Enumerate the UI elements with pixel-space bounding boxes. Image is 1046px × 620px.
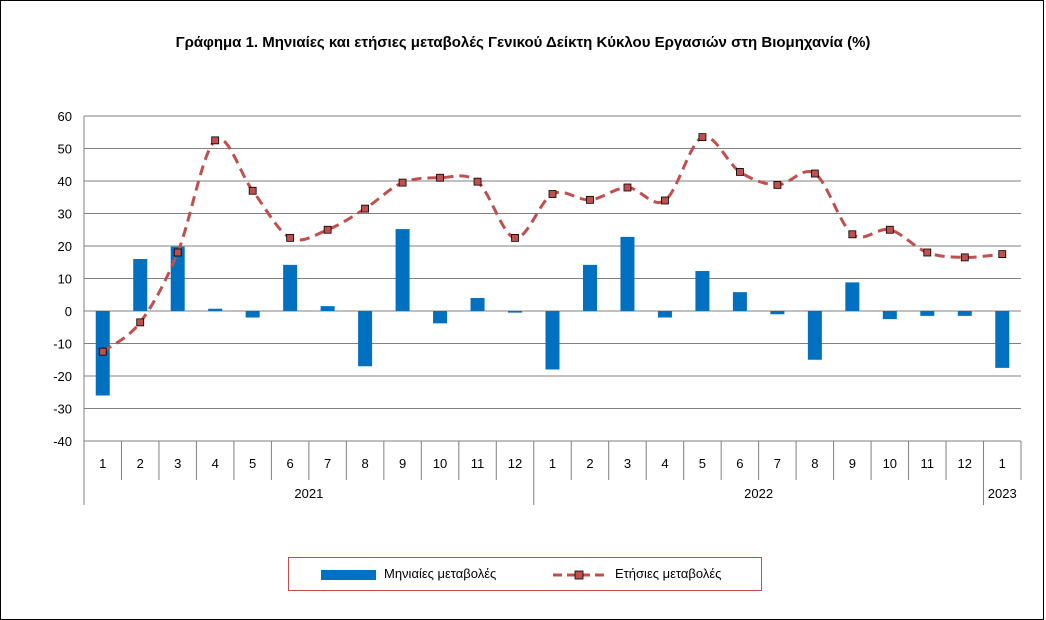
point-annual bbox=[436, 173, 444, 182]
x-tick-label: 8 bbox=[361, 456, 368, 471]
y-tick-label: 20 bbox=[58, 239, 72, 254]
point-annual bbox=[361, 204, 370, 213]
point-annual bbox=[286, 233, 295, 242]
x-tick-label: 12 bbox=[958, 456, 972, 471]
point-annual bbox=[586, 195, 594, 204]
bar-monthly bbox=[433, 311, 448, 324]
legend-label-annual: Ετήσιες μεταβολές bbox=[615, 566, 722, 581]
x-tick-label: 9 bbox=[849, 456, 856, 471]
x-tick-label: 1 bbox=[99, 456, 106, 471]
point-annual bbox=[623, 183, 632, 192]
x-tick-label: 1 bbox=[999, 456, 1006, 471]
x-tick-label: 10 bbox=[883, 456, 897, 471]
y-tick-label: -10 bbox=[53, 337, 72, 352]
point-annual bbox=[248, 186, 257, 195]
point-annual bbox=[211, 136, 220, 145]
bar-monthly bbox=[245, 311, 260, 318]
x-tick-label: 5 bbox=[249, 456, 256, 471]
bar-monthly bbox=[283, 264, 298, 311]
group-label: 2022 bbox=[744, 486, 773, 501]
y-tick-label: -40 bbox=[53, 434, 72, 449]
point-annual bbox=[173, 248, 182, 257]
bar-monthly bbox=[395, 229, 410, 311]
point-annual bbox=[661, 196, 669, 205]
x-tick-label: 12 bbox=[508, 456, 522, 471]
bar-monthly bbox=[582, 264, 597, 311]
group-label: 2023 bbox=[988, 486, 1017, 501]
bar-monthly bbox=[882, 311, 897, 320]
y-tick-label: -20 bbox=[53, 369, 72, 384]
point-annual bbox=[511, 233, 519, 242]
point-annual bbox=[736, 167, 744, 176]
group-label: 2021 bbox=[294, 486, 323, 501]
bar-monthly bbox=[320, 306, 335, 311]
point-annual bbox=[323, 225, 332, 234]
y-tick-label: 30 bbox=[58, 207, 72, 222]
bar-monthly bbox=[657, 311, 672, 318]
x-tick-label: 4 bbox=[212, 456, 219, 471]
bar-monthly bbox=[508, 311, 523, 313]
legend-item-annual: Ετήσιες μεταβολές bbox=[551, 558, 721, 590]
point-annual bbox=[885, 225, 894, 234]
bar-monthly bbox=[732, 292, 747, 311]
bar-monthly bbox=[133, 259, 148, 311]
x-tick-label: 9 bbox=[399, 456, 406, 471]
y-tick-label: 40 bbox=[58, 174, 72, 189]
bar-monthly bbox=[208, 308, 223, 311]
x-tick-label: 7 bbox=[774, 456, 781, 471]
point-annual bbox=[773, 180, 782, 189]
bar-monthly bbox=[770, 311, 785, 315]
line-annual bbox=[101, 135, 1003, 353]
x-tick-label: 5 bbox=[699, 456, 706, 471]
y-tick-label: 10 bbox=[58, 272, 72, 287]
x-tick-label: 3 bbox=[174, 456, 181, 471]
point-annual bbox=[398, 178, 407, 187]
bar-monthly bbox=[957, 311, 972, 316]
point-annual bbox=[998, 250, 1007, 259]
x-tick-label: 10 bbox=[433, 456, 447, 471]
bar-monthly bbox=[845, 282, 860, 311]
legend-item-monthly: Μηνιαίες μεταβολές bbox=[321, 558, 496, 590]
point-annual bbox=[548, 190, 557, 198]
point-annual bbox=[810, 169, 819, 178]
legend-bar-swatch bbox=[321, 569, 376, 580]
y-tick-label: 0 bbox=[65, 304, 72, 319]
x-tick-label: 3 bbox=[624, 456, 631, 471]
bar-monthly bbox=[695, 271, 710, 311]
x-tick-label: 11 bbox=[471, 456, 485, 471]
x-tick-label: 11 bbox=[921, 456, 935, 471]
x-tick-label: 8 bbox=[811, 456, 818, 471]
x-tick-label: 6 bbox=[287, 456, 294, 471]
point-annual bbox=[698, 133, 707, 142]
bar-monthly bbox=[545, 311, 560, 370]
point-annual bbox=[473, 177, 482, 186]
point-annual bbox=[98, 347, 107, 356]
bar-monthly bbox=[807, 311, 822, 360]
x-tick-label: 2 bbox=[586, 456, 593, 471]
legend-line-swatch bbox=[553, 570, 605, 579]
legend-label-monthly: Μηνιαίες μεταβολές bbox=[384, 566, 497, 581]
x-tick-label: 6 bbox=[736, 456, 743, 471]
x-tick-label: 2 bbox=[137, 456, 144, 471]
bar-monthly bbox=[358, 311, 373, 367]
y-tick-label: 60 bbox=[58, 109, 72, 124]
y-tick-label: -30 bbox=[53, 402, 72, 417]
point-annual bbox=[923, 248, 932, 257]
point-annual bbox=[960, 253, 969, 262]
chart-title: Γράφημα 1. Μηνιαίες και ετήσιες μεταβολέ… bbox=[175, 34, 871, 51]
bar-monthly bbox=[620, 236, 635, 311]
point-annual bbox=[136, 318, 145, 327]
x-tick-label: 1 bbox=[549, 456, 556, 471]
bar-monthly bbox=[920, 311, 935, 316]
bar-monthly bbox=[470, 298, 485, 311]
x-tick-label: 7 bbox=[324, 456, 331, 471]
point-annual bbox=[848, 230, 857, 239]
bar-monthly bbox=[995, 311, 1010, 368]
x-tick-label: 4 bbox=[661, 456, 668, 471]
y-tick-label: 50 bbox=[58, 142, 72, 157]
legend: Μηνιαίες μεταβολές Ετήσιες μεταβολές bbox=[288, 557, 762, 591]
